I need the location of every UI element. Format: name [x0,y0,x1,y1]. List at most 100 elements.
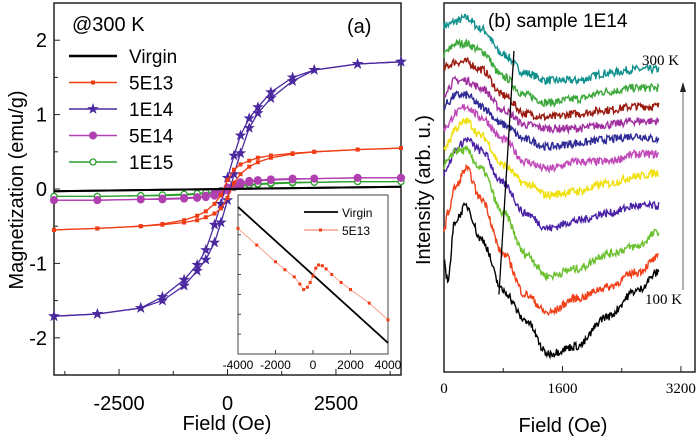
x-tick-label: 0 [440,381,448,397]
inset-series-5E13-point [314,266,318,270]
panel-a-label: (a) [347,16,371,38]
series-1E14-point [191,258,203,270]
inset-series-5E13-point [305,285,309,289]
legend-label-Virgin: Virgin [129,47,177,68]
series-1E14-point [265,92,277,104]
panel-b-xlabel: Field (Oe) [519,415,608,437]
inset-series-5E13-point [255,243,259,247]
panel-a-ylabel: Magnetization (emu/g) [6,91,28,290]
series-1E14-point [234,129,247,141]
series-5E14-point [180,193,189,202]
x-tick-label: 3200 [666,381,696,397]
inset-x-tick-label: -4000 [223,358,254,372]
series-1E14-point [156,290,169,302]
panel-b-ticks: 0 1600 3200 [440,366,696,397]
series-5E13-point [238,162,243,167]
series-1E14-point [200,253,212,265]
spectrum-curve-4 [443,75,660,135]
series-5E13-point [218,206,223,211]
spectrum-curve-1 [443,13,660,86]
series-5E13-point [182,220,187,225]
series-5E14-point [158,194,167,203]
series-1E14-point [252,101,264,112]
spectrum-curve-5 [443,89,660,151]
series-1E14-point [228,149,240,161]
legend-label-1E15: 1E15 [129,153,173,174]
label-300k: 300 K [642,53,679,69]
inset-plot: -4000 -2000 0 2000 4000 Virgin 5E13 [223,194,402,372]
series-5E13-point [160,221,165,226]
series-1E14-point [243,122,255,133]
inset-x-tick-label: 0 [310,358,317,372]
inset-series-5E13-point [302,288,306,292]
series-5E13-point [203,215,208,220]
y-tick-label: 1 [36,105,47,127]
inset-series-5E13-point [317,263,321,267]
x-tick-label: -2500 [93,393,144,415]
inset-x-tick-label: -2000 [260,358,291,372]
x-tick-label: 2500 [314,393,359,415]
series-5E14-point [245,176,254,185]
series-5E13-point [247,164,252,169]
inset-ticks: -4000 -2000 0 2000 4000 [223,214,402,372]
series-5E13-point [232,181,237,186]
series-5E13-point [399,146,403,151]
y-tick-label: 0 [36,179,47,201]
series-5E14-point [93,196,102,205]
series-5E13-point [247,158,252,163]
y-tick-label: -1 [29,253,47,275]
panel-b-esr: 0 1600 3200 (b) sample 1E14 300 K 100 K Fi… [413,2,696,437]
spectrum-curve-6 [443,103,660,174]
series-1E14-point [156,294,169,306]
inset-series-5E13-point [324,267,328,271]
series-1E14-point [91,308,104,319]
series-1E14-point [243,112,255,124]
series-5E14-point [136,195,145,204]
resonance-guide-line [498,50,515,295]
series-1E14-point [215,197,227,209]
inset-series-5E13-point [339,280,343,284]
series-1E14-point [200,244,212,255]
spectrum-curve-9 [443,144,660,282]
series-5E14-point [353,173,362,182]
legend-marker-1E15 [89,158,97,166]
series-1E14-point [395,55,407,67]
inset-series-5E13-point [236,226,240,230]
x-tick-label: 0 [222,393,233,415]
series-5E14-point [236,178,245,187]
series-5E13-point [268,153,273,158]
inset-series-5E13-point [308,280,312,284]
y-tick-label: -2 [29,328,47,350]
series-1E14-point [234,147,247,159]
legend-marker-5E13 [91,80,95,85]
panel-b-curves [443,13,660,360]
inset-series-5E13-point [367,301,371,305]
spectrum-curve-10 [443,163,659,317]
temperature-annotation: @300 K [72,14,145,36]
inset-legend-marker-5E13 [319,228,322,232]
series-1E14-point [308,64,320,75]
series-1E14-point [265,86,277,98]
legend-label-5E14: 5E14 [129,127,174,148]
panel-b-ylabel: Intensity (arb. u.) [413,115,435,265]
panel-a-xlabel: Field (Oe) [183,413,272,435]
series-1E14-point [208,236,221,248]
series-1E14-point [178,279,190,291]
series-5E13-point [238,172,243,177]
series-5E13-point [312,149,317,154]
series-Virgin-descending-line [53,185,402,193]
inset-series-5E13-point [386,318,390,322]
series-5E13-point [232,167,237,172]
series-5E13-point [95,226,100,231]
series-5E14-point [253,176,262,185]
series-1E14-point [228,168,240,179]
series-1E14-point [286,71,299,83]
series-5E14-point [310,174,319,183]
inset-curves [236,206,390,344]
panel-b-title: (b) sample 1E14 [488,11,628,32]
panel-a-curves [48,55,407,322]
series-1E14-point [208,218,221,230]
inset-series-5E13-point [330,273,334,276]
legend-marker-1E14 [87,103,99,114]
series-5E13-point [355,147,360,152]
